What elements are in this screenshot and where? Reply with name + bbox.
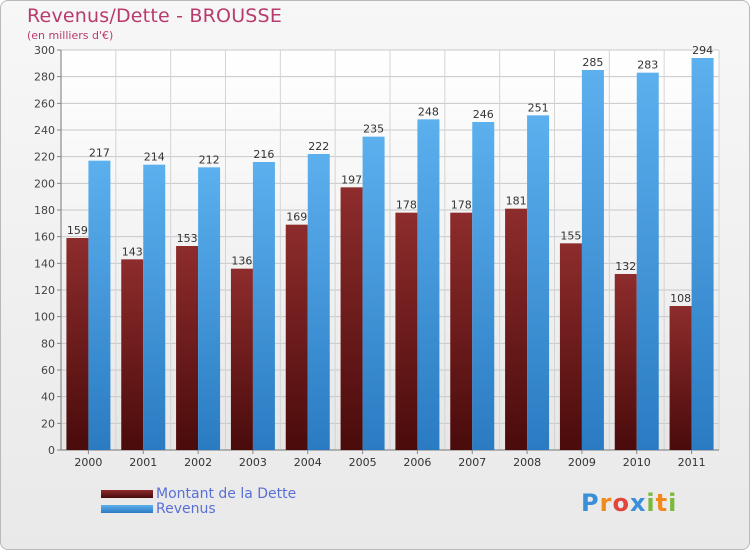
bar-revenus: [198, 167, 221, 451]
bar-dette: [285, 224, 308, 450]
x-tick-label: 2002: [184, 456, 212, 469]
y-tick-label: 260: [34, 97, 55, 110]
legend-label-revenus: Revenus: [156, 501, 216, 517]
data-label: 197: [341, 173, 362, 186]
bar-revenus: [472, 122, 495, 450]
y-tick-label: 80: [41, 337, 55, 350]
data-label: 212: [199, 153, 220, 166]
data-label: 251: [528, 101, 549, 114]
bar-revenus: [88, 160, 111, 450]
bar-dette: [559, 243, 582, 450]
bar-dette: [395, 212, 418, 450]
y-tick-label: 300: [34, 44, 55, 57]
y-tick-label: 0: [48, 444, 55, 457]
y-tick-label: 280: [34, 71, 55, 84]
data-label: 178: [396, 199, 417, 212]
x-tick-label: 2000: [74, 456, 102, 469]
bar-dette: [669, 306, 692, 450]
legend-label-dette: Montant de la Dette: [156, 486, 297, 502]
bar-revenus: [527, 115, 550, 450]
data-label: 235: [363, 123, 384, 136]
bar-dette: [505, 208, 528, 450]
data-label: 216: [253, 148, 274, 161]
bar-revenus: [362, 136, 385, 450]
y-tick-label: 20: [41, 417, 55, 430]
logo-letter: i: [646, 489, 656, 517]
chart-subtitle: (en milliers d'€): [27, 29, 114, 42]
y-tick-label: 180: [34, 204, 55, 217]
logo-letter: x: [629, 489, 647, 517]
legend-swatch-dette: [101, 490, 153, 498]
x-tick-label: 2001: [129, 456, 157, 469]
bar-revenus: [143, 164, 166, 450]
bar-revenus: [252, 162, 275, 450]
logo-letter: r: [599, 489, 613, 517]
legend-swatch-revenus: [101, 505, 153, 513]
y-tick-label: 40: [41, 391, 55, 404]
x-tick-label: 2007: [458, 456, 486, 469]
y-tick-label: 220: [34, 151, 55, 164]
x-tick-label: 2003: [239, 456, 267, 469]
y-tick-label: 240: [34, 124, 55, 137]
bar-revenus: [581, 70, 604, 450]
data-label: 136: [231, 255, 252, 268]
data-label: 178: [451, 199, 472, 212]
y-tick-label: 120: [34, 284, 55, 297]
data-label: 159: [67, 224, 88, 237]
bar-revenus: [307, 154, 330, 450]
bar-dette: [230, 268, 253, 450]
data-label: 246: [473, 108, 494, 121]
proxiti-logo: Proxiti: [581, 489, 677, 517]
logo-letter: P: [581, 489, 600, 517]
x-tick-label: 2011: [678, 456, 706, 469]
x-tick-label: 2006: [403, 456, 431, 469]
logo-letter: o: [612, 489, 630, 517]
bar-dette: [176, 246, 199, 450]
data-label: 143: [122, 245, 143, 258]
logo-letter: t: [655, 489, 669, 517]
x-tick-label: 2009: [568, 456, 596, 469]
data-label: 181: [506, 195, 527, 208]
data-label: 155: [560, 229, 581, 242]
y-tick-label: 200: [34, 177, 55, 190]
data-label: 294: [692, 44, 713, 57]
bar-revenus: [636, 72, 659, 451]
bar-dette: [450, 212, 473, 450]
x-tick-label: 2005: [349, 456, 377, 469]
y-tick-label: 60: [41, 364, 55, 377]
bar-dette: [121, 259, 144, 450]
data-label: 108: [670, 292, 691, 305]
bar-revenus: [691, 58, 714, 450]
bar-dette: [614, 274, 637, 450]
x-tick-label: 2010: [623, 456, 651, 469]
chart-title: Revenus/Dette - BROUSSE: [27, 5, 283, 27]
logo-letter: i: [668, 489, 678, 517]
data-label: 222: [308, 140, 329, 153]
y-tick-label: 140: [34, 257, 55, 270]
bar-revenus: [417, 119, 440, 450]
x-tick-label: 2004: [294, 456, 322, 469]
data-label: 153: [177, 232, 198, 245]
data-label: 217: [89, 147, 110, 160]
y-tick-label: 160: [34, 231, 55, 244]
data-label: 283: [637, 59, 658, 72]
y-tick-label: 100: [34, 311, 55, 324]
data-label: 132: [615, 260, 636, 273]
x-tick-label: 2008: [513, 456, 541, 469]
bar-dette: [66, 238, 89, 450]
data-label: 169: [286, 211, 307, 224]
data-label: 214: [144, 151, 165, 164]
data-label: 248: [418, 105, 439, 118]
data-label: 285: [582, 56, 603, 69]
bar-dette: [340, 187, 363, 451]
